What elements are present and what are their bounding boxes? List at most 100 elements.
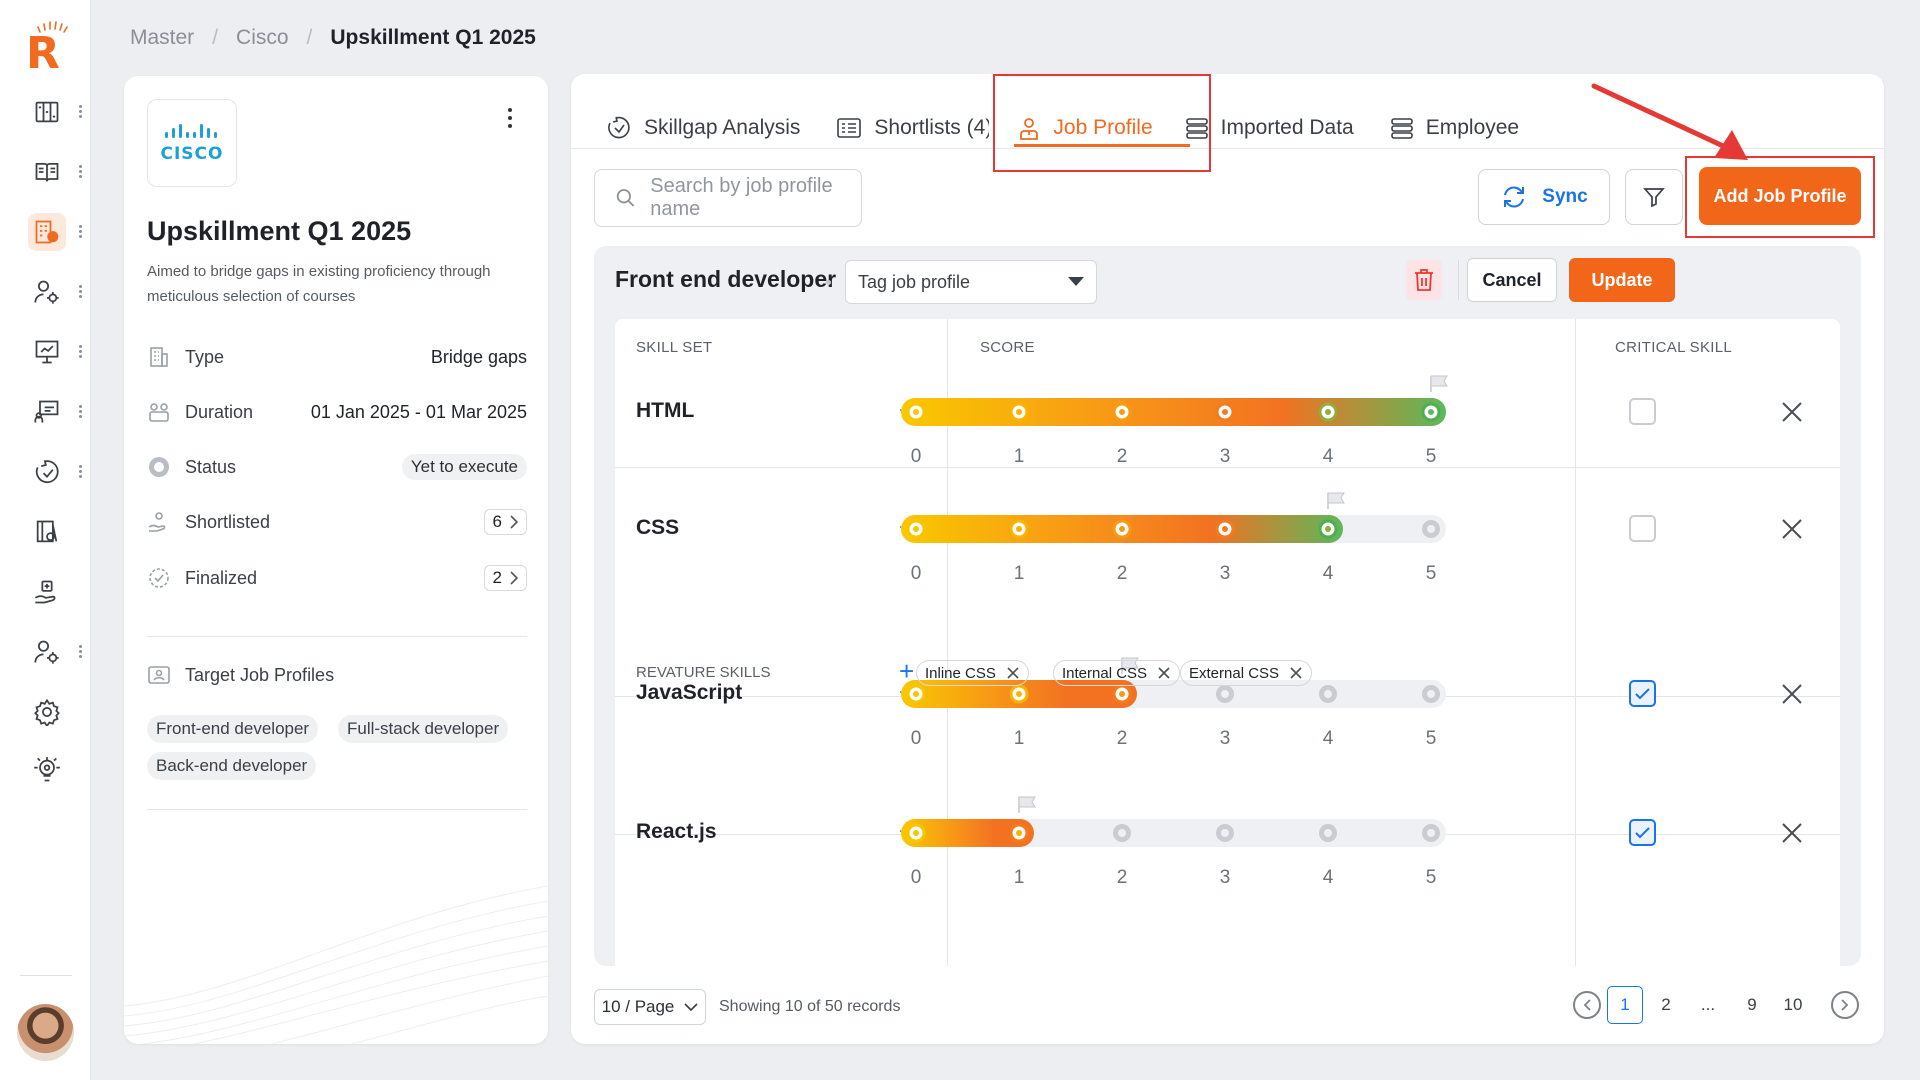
- next-page-button[interactable]: [1831, 986, 1859, 1024]
- calendar-group-icon: [149, 403, 169, 422]
- tag-job-profile-select[interactable]: Tag job profile: [845, 260, 1097, 304]
- sidebar-item-menu-icon[interactable]: [79, 283, 83, 299]
- target-profile-tag: Back-end developer: [147, 752, 317, 780]
- remove-chip-icon[interactable]: [1157, 666, 1171, 680]
- status-badge: Yet to execute: [401, 454, 527, 480]
- status-icon: [149, 457, 169, 477]
- remove-chip-icon[interactable]: [1289, 666, 1303, 680]
- tab-job-profile[interactable]: Job Profile: [1017, 115, 1153, 141]
- critical-skill-checkbox[interactable]: [1629, 398, 1656, 425]
- sidebar-item-menu-icon[interactable]: [79, 103, 83, 119]
- critical-skill-checkbox[interactable]: [1629, 515, 1656, 542]
- meta-duration-value: 01 Jan 2025 - 01 Mar 2025: [310, 401, 527, 422]
- sidebar-item-roadmap[interactable]: [28, 93, 66, 131]
- search-input[interactable]: Search by job profile name: [594, 169, 862, 227]
- remove-skill-button[interactable]: [1780, 821, 1804, 845]
- sync-button[interactable]: Sync: [1478, 169, 1610, 225]
- score-tick-label: 4: [1323, 446, 1334, 462]
- sidebar: R: [0, 0, 91, 1080]
- more-options-icon[interactable]: [508, 104, 512, 132]
- skillgap-icon: [35, 460, 59, 484]
- sidebar-item-menu-icon[interactable]: [79, 223, 83, 239]
- check-icon: [1635, 827, 1650, 839]
- meta-finalized-label: Finalized: [185, 567, 258, 588]
- job-profile-icon: [1020, 118, 1039, 140]
- sidebar-item-library[interactable]: [28, 513, 66, 551]
- cancel-button[interactable]: Cancel: [1467, 258, 1557, 302]
- breadcrumb: Master / Cisco / Upskillment Q1 2025: [130, 26, 536, 50]
- tab-shortlists[interactable]: Shortlists (4): [836, 116, 989, 140]
- meta-status: Status Yet to execute: [147, 452, 527, 482]
- building-icon: [150, 347, 168, 367]
- score-tick-label: 2: [1117, 563, 1128, 579]
- page-1[interactable]: 1: [1607, 986, 1643, 1024]
- score-tick-label: 4: [1323, 563, 1334, 579]
- tab-employee[interactable]: Employee: [1390, 116, 1519, 140]
- database-icon: [1185, 118, 1208, 139]
- score-tick-label: 0: [911, 446, 922, 462]
- score-bar[interactable]: 0 1 2 3 4 5: [892, 479, 1462, 579]
- user-avatar[interactable]: [17, 1004, 74, 1061]
- sidebar-item-menu-icon[interactable]: [79, 403, 83, 419]
- divider: [147, 809, 527, 810]
- hand-support-icon: [34, 580, 56, 604]
- finalized-count-button[interactable]: 2: [483, 565, 527, 591]
- sidebar-item-classroom[interactable]: [28, 393, 66, 431]
- sidebar-item-gear[interactable]: [28, 693, 66, 731]
- sidebar-item-menu-icon[interactable]: [79, 643, 83, 659]
- breadcrumb-item-master[interactable]: Master: [130, 26, 195, 49]
- profile-title: Front end developer: [615, 266, 837, 292]
- prev-page-button[interactable]: [1573, 986, 1601, 1024]
- page-size-select[interactable]: 10 / Page: [594, 989, 706, 1025]
- tab-skillgap-analysis[interactable]: Skillgap Analysis: [606, 115, 800, 141]
- critical-skill-checkbox[interactable]: [1629, 680, 1656, 707]
- delete-button[interactable]: [1406, 260, 1442, 300]
- add-job-profile-button[interactable]: Add Job Profile: [1699, 167, 1861, 225]
- sidebar-item-building[interactable]: [28, 213, 66, 251]
- critical-skill-checkbox[interactable]: [1629, 819, 1656, 846]
- sidebar-item-book[interactable]: [28, 153, 66, 191]
- sidebar-item-hand-support[interactable]: [28, 573, 66, 611]
- skill-name: React.js: [636, 820, 717, 843]
- score-tick-label: 2: [1117, 728, 1128, 744]
- score-bar[interactable]: 0 1 2 3 4 5: [892, 783, 1462, 883]
- chevron-right-icon: [510, 571, 518, 585]
- sidebar-item-idea[interactable]: [28, 751, 66, 789]
- score-bar[interactable]: 0 1 2 3 4 5: [892, 644, 1462, 744]
- tab-imported-data[interactable]: Imported Data: [1185, 116, 1354, 140]
- sidebar-item-menu-icon[interactable]: [79, 343, 83, 359]
- sidebar-item-presentation[interactable]: [28, 333, 66, 371]
- page-9[interactable]: 9: [1747, 995, 1757, 1014]
- logo-rays-icon: [37, 21, 68, 33]
- filter-button[interactable]: [1625, 169, 1683, 225]
- program-details-card: CISCO Upskillment Q1 2025 Aimed to bridg…: [124, 76, 548, 1044]
- score-bar[interactable]: 0 1 2 3 4 5: [892, 362, 1462, 462]
- sidebar-item-skillgap[interactable]: [28, 453, 66, 491]
- breadcrumb-item-cisco[interactable]: Cisco: [236, 26, 289, 49]
- tag-job-profile-placeholder: Tag job profile: [858, 271, 971, 292]
- update-button[interactable]: Update: [1569, 258, 1675, 302]
- score-point-center: [913, 526, 919, 532]
- meta-duration-label: Duration: [185, 401, 254, 422]
- program-title: Upskillment Q1 2025: [147, 216, 412, 246]
- sidebar-item-menu-icon[interactable]: [79, 163, 83, 179]
- shortlisted-count-button[interactable]: 6: [483, 509, 527, 535]
- remove-skill-button[interactable]: [1780, 682, 1804, 706]
- sidebar-item-user-gear[interactable]: [28, 633, 66, 671]
- sidebar-item-menu-icon[interactable]: [79, 463, 83, 479]
- caret-down-icon: [1068, 277, 1084, 286]
- page-2[interactable]: 2: [1661, 995, 1671, 1014]
- app-logo[interactable]: R: [26, 28, 60, 79]
- add-revature-skill-button[interactable]: +: [899, 656, 915, 686]
- remove-chip-icon[interactable]: [1006, 666, 1020, 680]
- page-10[interactable]: 10: [1783, 995, 1803, 1014]
- breadcrumb-separator: /: [212, 26, 219, 49]
- records-summary: Showing 10 of 50 records: [719, 998, 901, 1015]
- tab-label: Shortlists (4): [874, 116, 990, 139]
- remove-skill-button[interactable]: [1780, 400, 1804, 424]
- target-flag-icon: [1430, 375, 1448, 392]
- remove-skill-button[interactable]: [1780, 517, 1804, 541]
- sidebar-item-user-settings[interactable]: [28, 273, 66, 311]
- breadcrumb-separator: /: [306, 26, 313, 49]
- toolbar-separator: [1458, 260, 1459, 300]
